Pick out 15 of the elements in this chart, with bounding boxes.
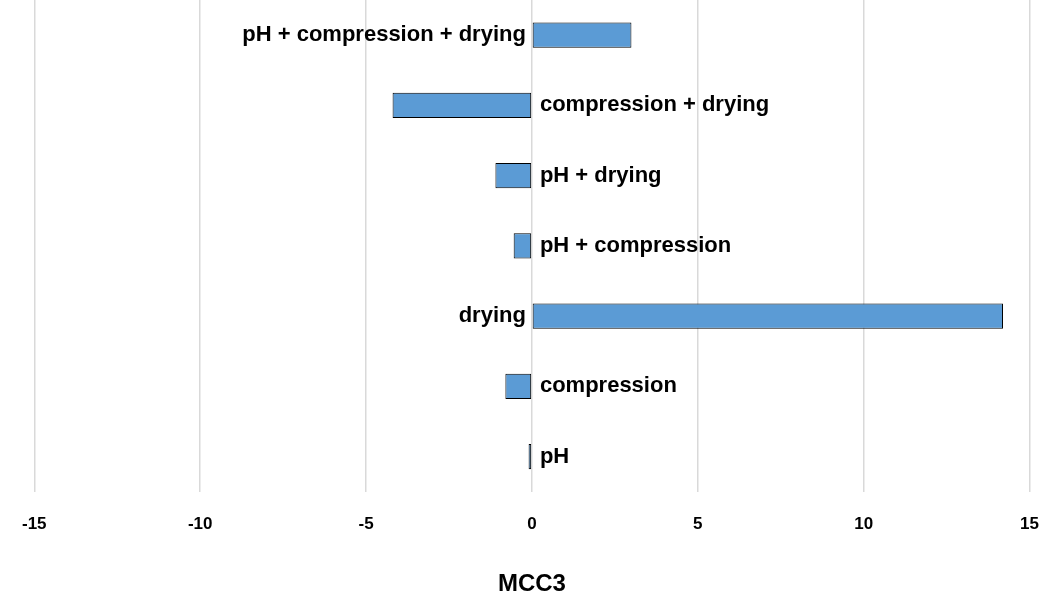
x-tick-label: -5 (358, 513, 374, 533)
x-tick-label: 10 (854, 513, 874, 533)
y-tick-label: pH + compression (539, 231, 732, 257)
y-tick-label: pH (539, 442, 570, 468)
x-tick-label: 0 (527, 513, 537, 533)
x-axis-title: MCC3 (497, 569, 566, 597)
y-tick-label: drying (458, 302, 526, 328)
y-tick-label: pH + compression + drying (242, 21, 526, 47)
y-tick-label: compression (539, 372, 677, 398)
x-tick-label: 15 (1020, 513, 1040, 533)
x-tick-label: -15 (22, 513, 47, 533)
y-tick-label: compression + drying (539, 91, 770, 117)
x-tick-label: -10 (187, 513, 213, 533)
x-tick-label: 5 (693, 513, 703, 533)
y-tick-label: pH + drying (539, 161, 662, 187)
